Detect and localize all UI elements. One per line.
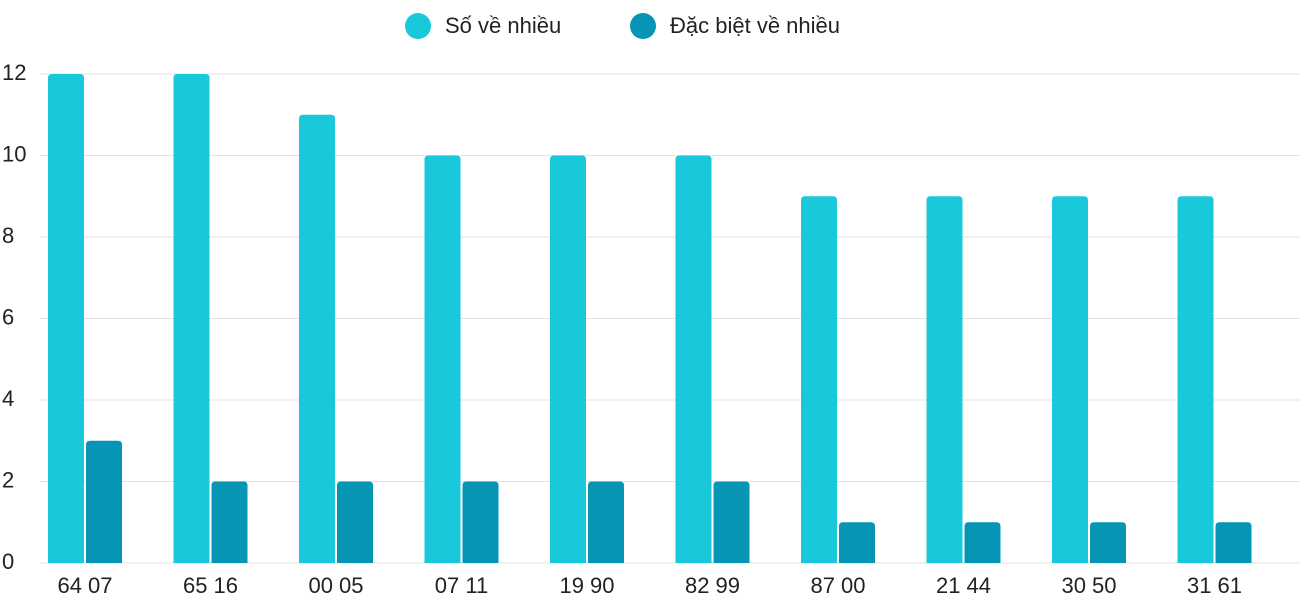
bar — [86, 440, 122, 563]
x-tick-label: 65 16 — [183, 573, 238, 598]
bar — [211, 481, 248, 563]
bar — [1052, 196, 1088, 563]
y-tick-label: 0 — [2, 549, 14, 574]
bar — [926, 196, 963, 563]
bar — [550, 155, 586, 563]
y-tick-label: 2 — [2, 467, 14, 492]
legend-swatch — [405, 13, 431, 39]
x-tick-label: 07 11 — [435, 573, 488, 598]
bar — [1090, 522, 1126, 563]
x-tick-label: 82 99 — [685, 573, 740, 598]
x-tick-label: 19 90 — [559, 573, 614, 598]
y-tick-label: 12 — [2, 60, 26, 85]
bar — [462, 481, 499, 563]
x-tick-label: 30 50 — [1061, 573, 1116, 598]
bar — [299, 114, 335, 563]
bar — [173, 74, 210, 563]
bar — [1177, 196, 1214, 563]
bar — [713, 481, 750, 563]
bar — [48, 74, 84, 563]
x-tick-label: 21 44 — [936, 573, 991, 598]
bar — [964, 522, 1001, 563]
legend-label: Đặc biệt về nhiều — [670, 13, 840, 38]
y-tick-label: 4 — [2, 386, 14, 411]
bar — [1215, 522, 1252, 563]
bar — [337, 481, 373, 563]
x-tick-label: 00 05 — [308, 573, 363, 598]
y-tick-label: 8 — [2, 223, 14, 248]
bar — [801, 196, 837, 563]
legend-label: Số về nhiều — [445, 13, 561, 38]
bar — [839, 522, 875, 563]
legend-swatch — [630, 13, 656, 39]
bar — [424, 155, 461, 563]
bar — [675, 155, 712, 563]
bar — [588, 481, 624, 563]
x-tick-label: 87 00 — [810, 573, 865, 598]
y-tick-label: 6 — [2, 304, 14, 329]
x-tick-label: 31 61 — [1187, 573, 1242, 598]
y-tick-label: 10 — [2, 141, 26, 166]
x-tick-label: 64 07 — [57, 573, 112, 598]
